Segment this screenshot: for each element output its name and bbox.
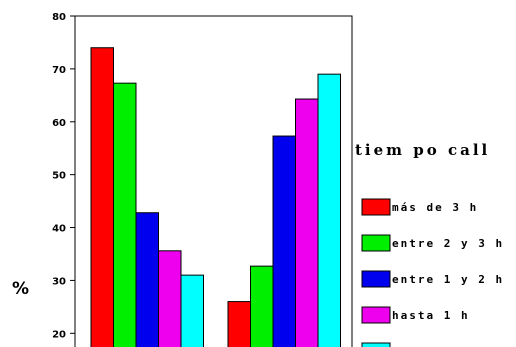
bar-1-series-3: [135, 212, 159, 347]
bar-2-series-4: [295, 98, 319, 347]
y-tick-label: 20: [52, 329, 66, 340]
y-tick-label: 80: [52, 12, 66, 23]
bar-2-series-2: [250, 265, 274, 347]
legend: más de 3 h entre 2 y 3 h entre 1 y 2 h hast…: [361, 198, 504, 347]
legend-title: tiem po call: [355, 141, 490, 159]
bar-2-series-3: [272, 135, 296, 347]
bar-1-series-2: [113, 82, 137, 347]
bars: [90, 47, 341, 347]
y-axis-label: %: [12, 279, 29, 299]
y-tick-label: 30: [52, 276, 66, 287]
bar-2-series-5: [317, 73, 341, 347]
y-tick-label: 50: [52, 171, 66, 182]
bar-1-series-1: [90, 47, 114, 347]
y-tick-label: 70: [52, 65, 66, 76]
legend-label: hasta 1 h: [392, 309, 470, 322]
legend-label: más de 3 h: [392, 201, 478, 214]
legend-label: entre 1 y 2 h: [392, 273, 504, 286]
legend-label: entre 2 y 3 h: [392, 237, 504, 250]
legend-swatch: [361, 342, 391, 347]
bar-1-series-5: [180, 274, 204, 347]
legend-swatch: [361, 270, 391, 288]
legend-swatch: [361, 198, 391, 216]
bar-2-series-1: [227, 301, 251, 347]
y-axis: 20 30 40 50 60 70 80: [52, 12, 75, 340]
y-tick-label: 60: [52, 118, 66, 129]
legend-swatch: [361, 306, 391, 324]
y-tick-label: 40: [52, 224, 66, 235]
legend-swatch: [361, 234, 391, 252]
legend-label: nada: [392, 345, 427, 347]
bar-1-series-4: [158, 250, 182, 347]
plot-frame: [74, 15, 353, 347]
